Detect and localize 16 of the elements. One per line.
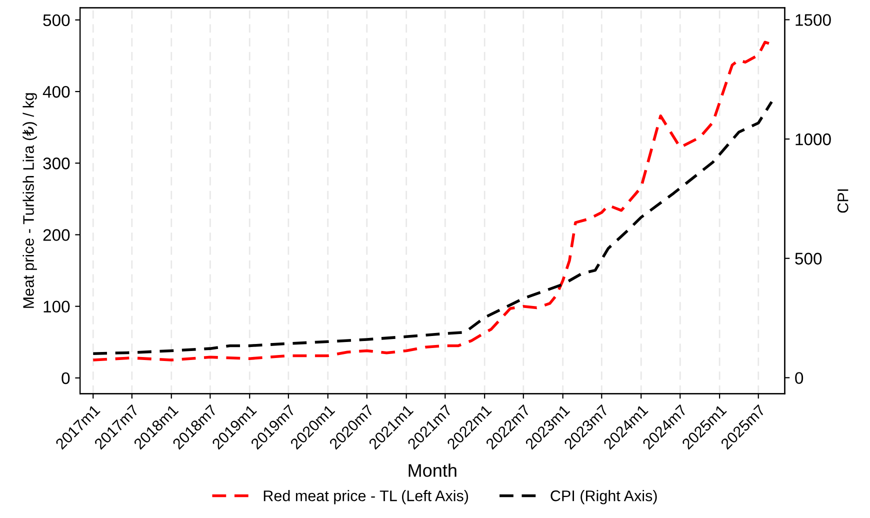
y2-tick-label: 1000	[796, 133, 831, 146]
y-tick-label: 100	[44, 300, 70, 313]
y2-tick-label: 500	[795, 252, 822, 265]
y-axis-title: Meat price - Turkish Lira (₺) / kg	[22, 93, 37, 308]
y2-tick-label: 0	[795, 372, 804, 384]
y-tick-label: 400	[42, 86, 70, 98]
y-tick-label: 200	[43, 229, 70, 241]
legend-label: CPI (Right Axis)	[550, 490, 657, 504]
y2-axis-title: CPI	[837, 189, 848, 213]
y-tick-label: 300	[43, 158, 70, 170]
legend-label: Red meat price - TL (Left Axis)	[264, 490, 468, 504]
y-tick-label: 0	[62, 372, 70, 384]
line-series	[92, 100, 774, 355]
y2-tick-label: 1500	[796, 14, 831, 26]
x-axis-title: Month	[408, 464, 456, 477]
y-tick-label: 500	[43, 14, 70, 26]
